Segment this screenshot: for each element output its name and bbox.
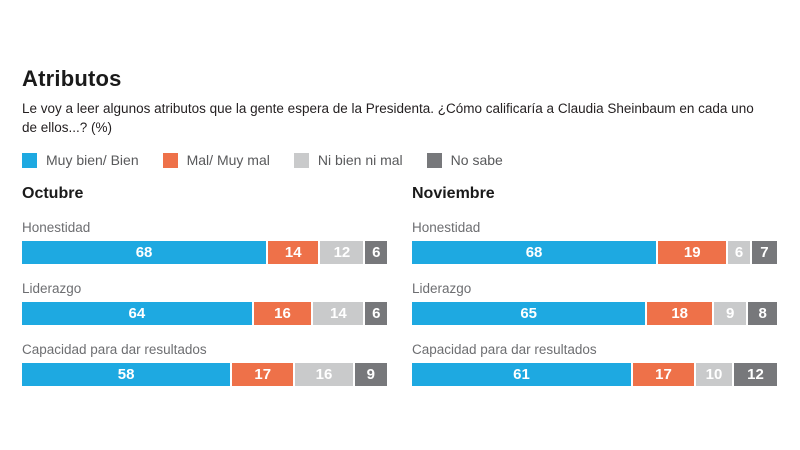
- chart-panels: Octubre Honestidad 68 14 12 6 Liderazgo 64 16 14 6…: [22, 185, 778, 403]
- panel-title: Noviembre: [412, 185, 495, 202]
- attribute-label: Honestidad: [22, 220, 91, 235]
- bar-segment-mal-muy-mal: 19: [658, 241, 727, 264]
- stacked-bar: 64 16 14 6: [22, 302, 388, 325]
- legend-item-muy-bien-bien: Muy bien/ Bien: [22, 152, 139, 168]
- bar-segment-muy-bien-bien: 68: [22, 241, 267, 264]
- bar-segment-ni-bien-ni-mal: 9: [713, 302, 747, 325]
- legend-label: Ni bien ni mal: [317, 152, 403, 168]
- bar-segment-mal-muy-mal: 17: [632, 363, 695, 386]
- bar-segment-no-sabe: 7: [751, 241, 777, 264]
- attribute-label: Liderazgo: [412, 281, 472, 296]
- legend-label: Muy bien/ Bien: [46, 152, 139, 168]
- bar-segment-muy-bien-bien: 58: [22, 363, 231, 386]
- bar-segment-no-sabe: 6: [365, 241, 388, 264]
- attribute-label: Capacidad para dar resultados: [412, 342, 597, 357]
- bar-segment-muy-bien-bien: 64: [22, 302, 252, 325]
- bar-segment-no-sabe: 8: [748, 302, 777, 325]
- legend-label: Mal/ Muy mal: [186, 152, 270, 168]
- bar-segment-mal-muy-mal: 14: [268, 241, 319, 264]
- bar-segment-ni-bien-ni-mal: 16: [295, 363, 353, 386]
- stacked-bar: 68 19 6 7: [412, 241, 777, 264]
- bar-segment-no-sabe: 12: [733, 363, 777, 386]
- bar-segment-ni-bien-ni-mal: 10: [696, 363, 732, 386]
- legend-swatch-ni-bien-ni-mal: [293, 152, 309, 168]
- page-subtitle: Le voy a leer algunos atributos que la g…: [22, 99, 778, 137]
- legend-swatch-mal-muy-mal: [162, 152, 178, 168]
- stacked-bar: 58 17 16 9: [22, 363, 387, 386]
- stacked-bar: 68 14 12 6: [22, 241, 388, 264]
- subtitle-line-1: Le voy a leer algunos atributos que la g…: [22, 101, 754, 116]
- panel-noviembre: Noviembre Honestidad 68 19 6 7 Liderazgo 65 18 9 8…: [412, 185, 777, 403]
- bar-segment-ni-bien-ni-mal: 6: [728, 241, 750, 264]
- panel-title: Octubre: [22, 185, 84, 202]
- legend-item-no-sabe: No sabe: [426, 152, 503, 168]
- bar-segment-muy-bien-bien: 68: [412, 241, 657, 264]
- bar-segment-mal-muy-mal: 17: [232, 363, 294, 386]
- bar-segment-no-sabe: 6: [365, 302, 388, 325]
- legend-label: No sabe: [450, 152, 503, 168]
- attribute-label: Liderazgo: [22, 281, 82, 296]
- panel-octubre: Octubre Honestidad 68 14 12 6 Liderazgo 64 16 14 6…: [22, 185, 388, 403]
- bar-segment-no-sabe: 9: [354, 363, 387, 386]
- page-title: Atributos: [22, 66, 122, 91]
- legend-item-mal-muy-mal: Mal/ Muy mal: [162, 152, 270, 168]
- attribute-label: Honestidad: [412, 220, 481, 235]
- bar-segment-mal-muy-mal: 18: [647, 302, 712, 325]
- stacked-bar: 61 17 10 12: [412, 363, 777, 386]
- stacked-bar: 65 18 9 8: [412, 302, 777, 325]
- bar-segment-muy-bien-bien: 61: [412, 363, 631, 386]
- attribute-label: Capacidad para dar resultados: [22, 342, 207, 357]
- legend: Muy bien/ Bien Mal/ Muy mal Ni bien ni mal…: [22, 152, 778, 168]
- legend-swatch-muy-bien-bien: [22, 152, 37, 168]
- legend-item-ni-bien-ni-mal: Ni bien ni mal: [293, 152, 403, 168]
- bar-segment-ni-bien-ni-mal: 14: [313, 302, 364, 325]
- subtitle-line-2: de ellos...? (%): [22, 120, 113, 135]
- legend-swatch-no-sabe: [426, 152, 442, 168]
- bar-segment-muy-bien-bien: 65: [412, 302, 646, 325]
- bar-segment-ni-bien-ni-mal: 12: [320, 241, 364, 264]
- bar-segment-mal-muy-mal: 16: [253, 302, 312, 325]
